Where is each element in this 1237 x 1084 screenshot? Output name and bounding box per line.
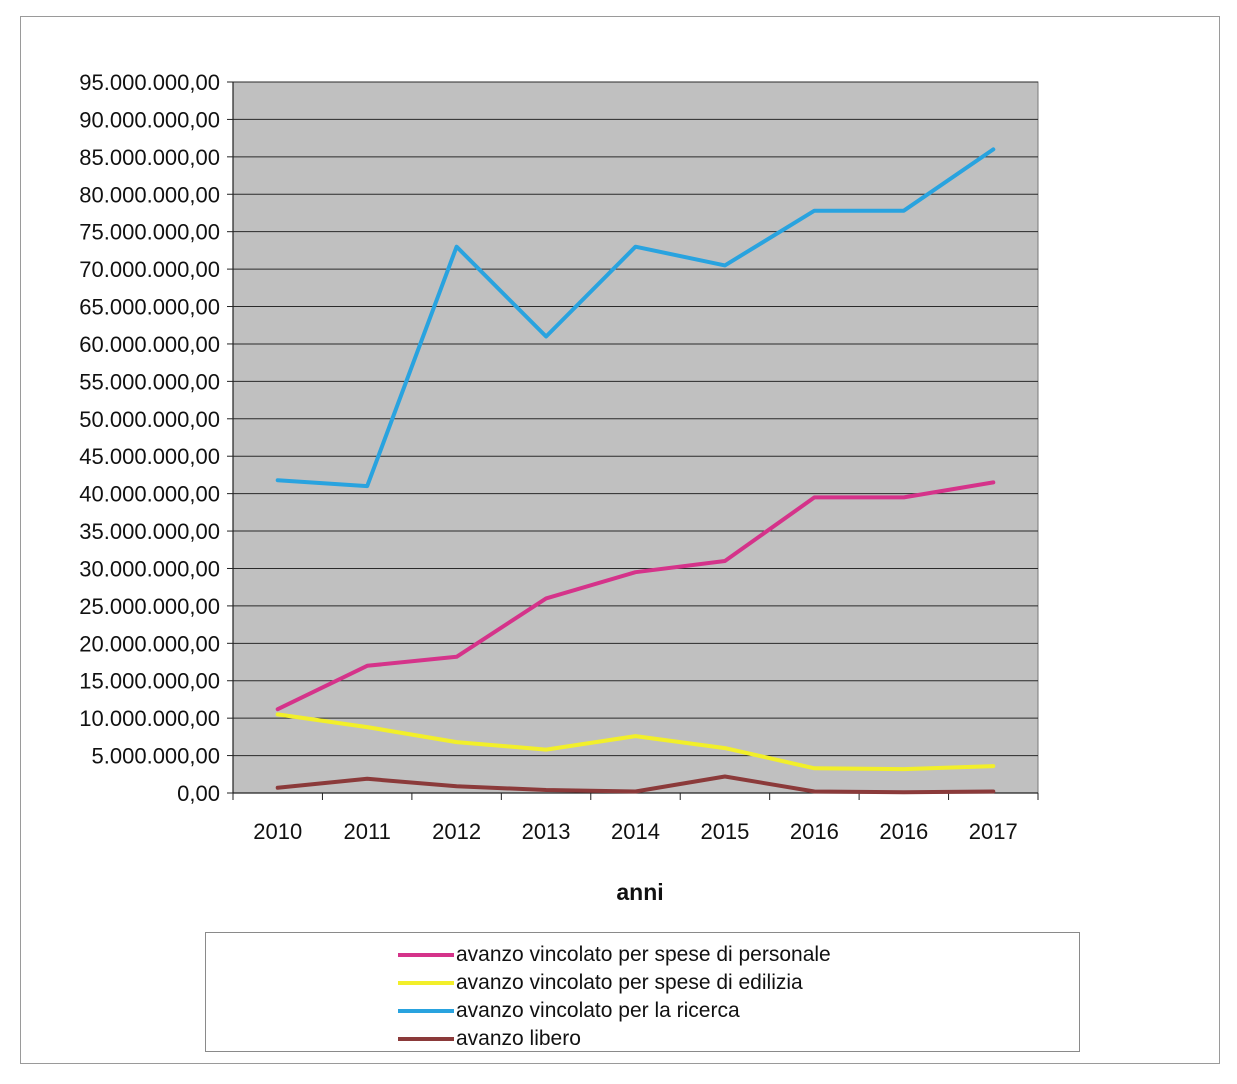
x-tick-label: 2016 [879,819,928,844]
legend-item: avanzo vincolato per spese di personale [398,941,831,969]
x-tick-label: 2010 [253,819,302,844]
legend-item: avanzo vincolato per la ricerca [398,997,740,1025]
legend-label: avanzo libero [456,1027,581,1050]
series-line-1 [275,480,996,712]
y-tick-label: 20.000.000,00 [79,631,220,656]
x-tick-label: 2012 [432,819,481,844]
y-tick-label: 40.000.000,00 [79,482,220,507]
y-tick-label: 45.000.000,00 [79,444,220,469]
x-tick-label: 2014 [611,819,660,844]
series-line-2 [275,712,996,772]
y-tick-label: 90.000.000,00 [79,107,220,132]
legend-item: avanzo libero [398,1025,581,1053]
legend-swatch [398,981,454,985]
legend-item: avanzo vincolato per spese di edilizia [398,969,803,997]
series-line-3 [275,147,996,489]
legend-swatch [398,1037,454,1041]
y-tick-label: 35.000.000,00 [79,519,220,544]
x-tick-label: 2011 [344,819,391,844]
y-tick-label: 95.000.000,00 [79,70,220,95]
y-tick-label: 60.000.000,00 [79,332,220,357]
y-tick-label: 85.000.000,00 [79,145,220,170]
x-axis-title: anni [616,879,663,905]
x-tick-label: 2017 [969,819,1018,844]
y-tick-label: 10.000.000,00 [79,706,220,731]
legend-label: avanzo vincolato per la ricerca [456,999,740,1022]
y-tick-label: 65.000.000,00 [79,295,220,320]
y-tick-label: 55.000.000,00 [79,369,220,394]
y-tick-label: 70.000.000,00 [79,257,220,282]
y-tick-label: 75.000.000,00 [79,220,220,245]
y-tick-label: 0,00 [177,781,220,806]
y-tick-label: 50.000.000,00 [79,407,220,432]
legend-swatch [398,953,454,957]
y-tick-label: 5.000.000,00 [92,744,220,769]
series-line-4 [275,774,996,795]
legend-swatch [398,1009,454,1013]
legend: avanzo vincolato per spese di personale a… [205,932,1080,1052]
plot-area [232,81,1039,794]
x-tick-label: 2013 [522,819,571,844]
y-tick-label: 15.000.000,00 [79,669,220,694]
y-tick-label: 30.000.000,00 [79,556,220,581]
legend-label: avanzo vincolato per spese di personale [456,943,831,966]
x-tick-label: 2015 [700,819,749,844]
y-tick-label: 80.000.000,00 [79,182,220,207]
x-tick-label: 2016 [790,819,839,844]
legend-label: avanzo vincolato per spese di edilizia [456,971,803,994]
y-tick-label: 25.000.000,00 [79,594,220,619]
